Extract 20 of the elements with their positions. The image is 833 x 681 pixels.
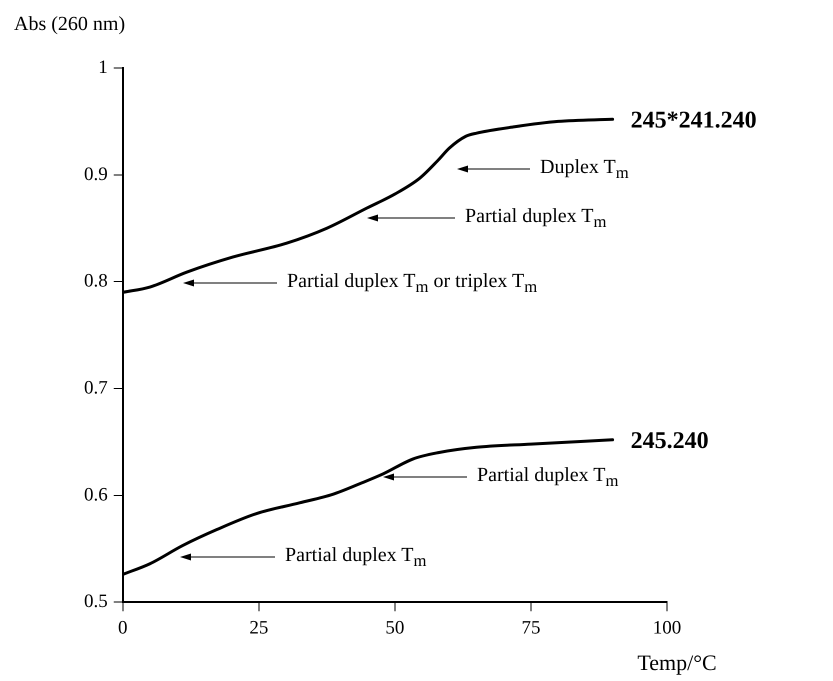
x-tick-label: 25 [249,618,268,639]
y-tick-label: 1 [98,56,108,78]
x-tick-label: 50 [385,618,404,639]
annotation: Partial duplex T$_{m}$ [465,205,606,233]
x-tick-label: 100 [652,618,682,639]
y-tick-label: 0.7 [84,378,108,399]
y-tick-label: 0.8 [84,270,108,292]
series-label: 245*241.240 [630,107,757,134]
annotation: Partial duplex T$_{m}$ [285,544,426,572]
y-tick-label: 0.9 [84,164,108,185]
series-label: 245.240 [630,428,709,454]
annotation: Partial duplex T$_{m}$ or triplex T$_{m}$ [287,270,538,298]
x-tick-label: 75 [521,618,540,639]
x-axis-title: Temp/°C [637,650,717,676]
x-tick-label: 0 [118,618,128,639]
annotation: Partial duplex T$_{m}$ [477,464,618,492]
y-tick-label: 0.6 [84,484,108,506]
y-tick-label: 0.5 [84,591,108,612]
annotation: Duplex T$_{m}$ [540,156,629,184]
y-axis-title: Abs (260 nm) [14,13,126,35]
